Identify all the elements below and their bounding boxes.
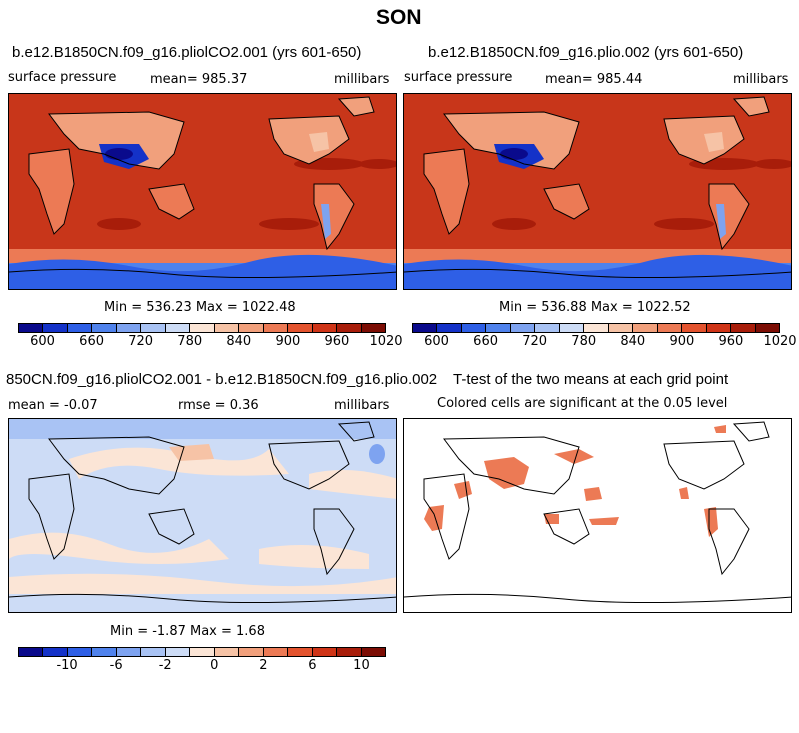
panel2-title: b.e12.B1850CN.f09_g16.plio.002 (yrs 601-…: [428, 44, 744, 61]
colorbar-segment: [19, 324, 44, 332]
colorbar-tick-label: -6: [109, 658, 123, 673]
panel2-colorbar: [412, 323, 780, 333]
panel1-mean: mean= 985.37: [150, 72, 248, 87]
colorbar-tick-label: 660: [473, 334, 499, 349]
colorbar-tick-label: 840: [620, 334, 646, 349]
colorbar-segment: [510, 324, 536, 332]
colorbar-tick-label: 600: [424, 334, 449, 349]
panel1-colorbar: [18, 323, 386, 333]
colorbar-segment: [288, 648, 313, 656]
colorbar-segment: [657, 324, 683, 332]
panel1-units: millibars: [334, 72, 390, 87]
colorbar-segment: [361, 648, 386, 656]
colorbar-tick-label: 660: [79, 334, 105, 349]
colorbar-segment: [633, 324, 658, 332]
colorbar-segment: [263, 324, 289, 332]
colorbar-segment: [165, 324, 191, 332]
colorbar-segment: [361, 324, 386, 332]
colorbar-segment: [559, 324, 585, 332]
colorbar-segment: [535, 324, 560, 332]
colorbar-tick-label: 900: [275, 334, 301, 349]
colorbar-tick-label: 840: [226, 334, 252, 349]
colorbar-segment: [337, 324, 362, 332]
panel2-map: [403, 93, 792, 290]
colorbar-segment: [706, 324, 732, 332]
panel3-colorbar: [18, 647, 386, 657]
colorbar-segment: [755, 324, 780, 332]
figure-title: SON: [376, 6, 422, 29]
colorbar-segment: [437, 324, 462, 332]
panel1-map: [8, 93, 397, 290]
colorbar-segment: [682, 324, 707, 332]
panel3-title: 850CN.f09_g16.pliolCO2.001 - b.e12.B1850…: [6, 371, 438, 388]
colorbar-segment: [92, 324, 117, 332]
colorbar-tick-label: -2: [158, 658, 172, 673]
colorbar-segment: [165, 648, 191, 656]
panel3-minmax: Min = -1.87 Max = 1.68: [110, 624, 265, 639]
colorbar-segment: [312, 324, 338, 332]
colorbar-segment: [288, 324, 313, 332]
colorbar-segment: [214, 648, 240, 656]
colorbar-tick-label: 600: [30, 334, 55, 349]
colorbar-tick-label: 960: [718, 334, 744, 349]
colorbar-tick-label: 10: [353, 658, 370, 673]
colorbar-segment: [190, 648, 215, 656]
panel3-map: [8, 418, 397, 613]
panel2-variable: surface pressure: [404, 70, 513, 85]
colorbar-segment: [731, 324, 756, 332]
panel2-minmax: Min = 536.88 Max = 1022.52: [499, 300, 691, 315]
panel1-variable: surface pressure: [8, 70, 117, 85]
colorbar-tick-label: 6: [308, 658, 317, 673]
panel3-units: millibars: [334, 398, 390, 413]
panel4-subtitle: Colored cells are significant at the 0.0…: [437, 396, 728, 411]
colorbar-segment: [337, 648, 362, 656]
colorbar-tick-label: 900: [669, 334, 695, 349]
colorbar-tick-label: -10: [56, 658, 78, 673]
panel4-title: T-test of the two means at each grid poi…: [453, 371, 729, 388]
panel1-minmax: Min = 536.23 Max = 1022.48: [104, 300, 296, 315]
colorbar-segment: [19, 648, 44, 656]
colorbar-tick-label: 2: [259, 658, 268, 673]
colorbar-segment: [43, 324, 68, 332]
colorbar-segment: [116, 324, 142, 332]
colorbar-segment: [67, 648, 93, 656]
colorbar-segment: [584, 324, 609, 332]
colorbar-segment: [239, 324, 264, 332]
colorbar-segment: [608, 324, 634, 332]
colorbar-tick-label: 960: [324, 334, 350, 349]
colorbar-segment: [67, 324, 93, 332]
colorbar-segment: [461, 324, 487, 332]
colorbar-tick-label: 720: [128, 334, 154, 349]
colorbar-segment: [190, 324, 215, 332]
colorbar-segment: [116, 648, 142, 656]
colorbar-segment: [141, 648, 166, 656]
colorbar-segment: [312, 648, 338, 656]
colorbar-segment: [43, 648, 68, 656]
colorbar-segment: [486, 324, 511, 332]
colorbar-segment: [239, 648, 264, 656]
panel4-map: [403, 418, 792, 613]
colorbar-segment: [413, 324, 438, 332]
panel2-mean: mean= 985.44: [545, 72, 643, 87]
panel3-rmse: rmse = 0.36: [178, 398, 259, 413]
colorbar-tick-label: 1020: [763, 334, 797, 349]
colorbar-segment: [92, 648, 117, 656]
colorbar-tick-label: 1020: [369, 334, 403, 349]
colorbar-tick-label: 780: [571, 334, 597, 349]
colorbar-tick-label: 720: [522, 334, 548, 349]
panel3-mean: mean = -0.07: [8, 398, 98, 413]
colorbar-segment: [214, 324, 240, 332]
panel1-title: b.e12.B1850CN.f09_g16.pliolCO2.001 (yrs …: [12, 44, 362, 61]
colorbar-tick-label: 0: [210, 658, 219, 673]
panel2-units: millibars: [733, 72, 789, 87]
colorbar-segment: [141, 324, 166, 332]
colorbar-segment: [263, 648, 289, 656]
colorbar-tick-label: 780: [177, 334, 203, 349]
